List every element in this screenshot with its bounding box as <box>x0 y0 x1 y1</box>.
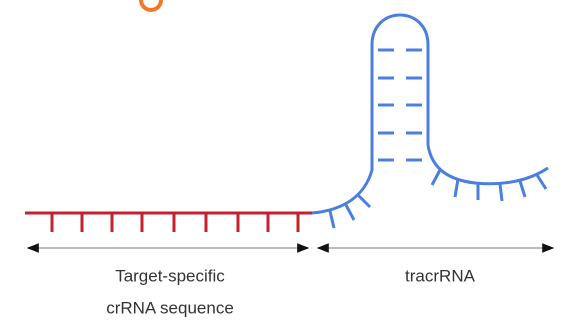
crrna-label: crRNA sequence <box>106 298 234 317</box>
tracrrna-label: tracrRNA <box>405 266 476 285</box>
crrna-strand <box>25 213 312 232</box>
tracrrna-strand <box>312 15 548 228</box>
diagram: Target-specific crRNA sequence tracrRNA <box>0 0 565 321</box>
crrna-label: Target-specific <box>115 266 225 285</box>
marker-circle <box>141 0 161 10</box>
